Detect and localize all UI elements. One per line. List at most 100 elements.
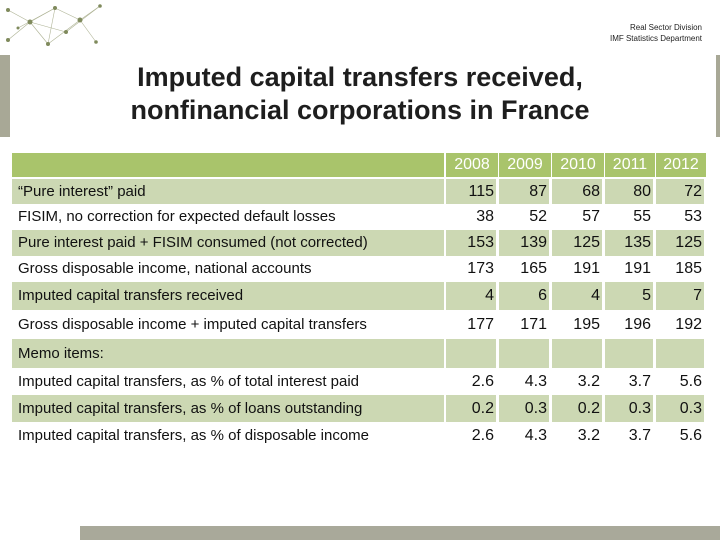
cell-value: 0.3 [524, 400, 547, 417]
cell-value: 173 [467, 260, 494, 277]
cell-value: 0.3 [679, 400, 702, 417]
cell-band [552, 395, 602, 422]
cell-band [499, 339, 549, 368]
row-label: FISIM, no correction for expected defaul… [18, 208, 336, 225]
cell-band [499, 395, 549, 422]
cell-band [552, 339, 602, 368]
cell-value: 191 [573, 260, 600, 277]
title-band: Imputed capital transfers received, nonf… [0, 55, 720, 137]
year-header-2010: 2010 [552, 153, 604, 177]
row-label: Imputed capital transfers, as % of loans… [18, 400, 363, 417]
table-header-bar [12, 153, 444, 177]
cell-value: 80 [633, 183, 651, 200]
row-band [12, 282, 444, 310]
cell-value: 171 [520, 316, 547, 333]
cell-band [446, 179, 496, 204]
cell-band [446, 339, 496, 368]
cell-value: 7 [693, 287, 702, 304]
cell-value: 2.6 [471, 373, 494, 390]
cell-value: 4 [591, 287, 600, 304]
cell-value: 125 [573, 234, 600, 251]
row-label: Memo items: [18, 345, 104, 362]
cell-value: 3.2 [577, 427, 600, 444]
cell-value: 3.7 [628, 427, 651, 444]
division-line-1: Real Sector Division [629, 23, 702, 32]
cell-value: 3.2 [577, 373, 600, 390]
cell-band [552, 230, 602, 256]
row-band [12, 395, 444, 422]
page-title: Imputed capital transfers received, nonf… [0, 61, 720, 127]
cell-value: 2.6 [471, 427, 494, 444]
cell-value: 195 [573, 316, 600, 333]
cell-value: 139 [520, 234, 547, 251]
row-band [12, 230, 444, 256]
year-header-2009: 2009 [499, 153, 551, 177]
title-line-1: Imputed capital transfers received, [137, 62, 583, 92]
division-label: Real Sector Division IMF Statistics Depa… [610, 22, 702, 44]
cell-band [656, 230, 704, 256]
title-line-2: nonfinancial corporations in France [130, 95, 590, 125]
cell-value: 68 [582, 183, 600, 200]
footer-bar [80, 526, 720, 540]
cell-value: 72 [684, 183, 702, 200]
cell-value: 5.6 [679, 373, 702, 390]
row-label: Gross disposable income, national accoun… [18, 260, 312, 277]
cell-value: 115 [468, 183, 494, 200]
year-header-2012: 2012 [656, 153, 706, 177]
cell-value: 52 [529, 208, 547, 225]
cell-value: 177 [467, 316, 494, 333]
cell-band [446, 282, 496, 310]
year-header-2008: 2008 [446, 153, 498, 177]
cell-value: 4 [485, 287, 494, 304]
cell-value: 192 [675, 316, 702, 333]
cell-band [499, 282, 549, 310]
cell-band [499, 230, 549, 256]
cell-band [605, 179, 653, 204]
cell-band [656, 282, 704, 310]
row-label: Gross disposable income + imputed capita… [18, 316, 367, 333]
cell-band [605, 282, 653, 310]
cell-band [656, 179, 704, 204]
cell-band [656, 395, 704, 422]
cell-value: 0.3 [628, 400, 651, 417]
row-label: Imputed capital transfers received [18, 287, 244, 304]
row-band [12, 339, 444, 368]
row-band [12, 179, 444, 204]
cell-band [605, 395, 653, 422]
row-label: Pure interest paid + FISIM consumed (not… [18, 234, 368, 251]
cell-value: 135 [624, 234, 651, 251]
cell-band [446, 230, 496, 256]
cell-value: 0.2 [577, 400, 600, 417]
cell-band [552, 179, 602, 204]
cell-value: 0.2 [471, 400, 494, 417]
cell-band [605, 230, 653, 256]
cell-value: 3.7 [628, 373, 651, 390]
cell-value: 55 [633, 208, 651, 225]
cell-value: 153 [467, 234, 494, 251]
cell-band [656, 339, 704, 368]
cell-band [499, 179, 549, 204]
row-label: “Pure interest” paid [18, 183, 146, 200]
cell-band [552, 282, 602, 310]
year-header-2011: 2011 [605, 153, 655, 177]
cell-value: 57 [582, 208, 600, 225]
cell-band [446, 395, 496, 422]
cell-band [605, 339, 653, 368]
cell-value: 53 [684, 208, 702, 225]
cell-value: 6 [538, 287, 547, 304]
row-label: Imputed capital transfers, as % of dispo… [18, 427, 370, 444]
cell-value: 165 [520, 260, 547, 277]
cell-value: 185 [675, 260, 702, 277]
network-logo [6, 4, 102, 46]
cell-value: 196 [624, 316, 651, 333]
title-box [10, 55, 716, 137]
cell-value: 38 [476, 208, 494, 225]
cell-value: 191 [624, 260, 651, 277]
division-line-2: IMF Statistics Department [609, 34, 702, 43]
cell-value: 125 [675, 234, 702, 251]
row-label: Imputed capital transfers, as % of total… [18, 373, 360, 390]
cell-value: 5 [642, 287, 651, 304]
cell-value: 5.6 [679, 427, 702, 444]
cell-value: 87 [529, 183, 547, 200]
cell-value: 4.3 [524, 373, 547, 390]
